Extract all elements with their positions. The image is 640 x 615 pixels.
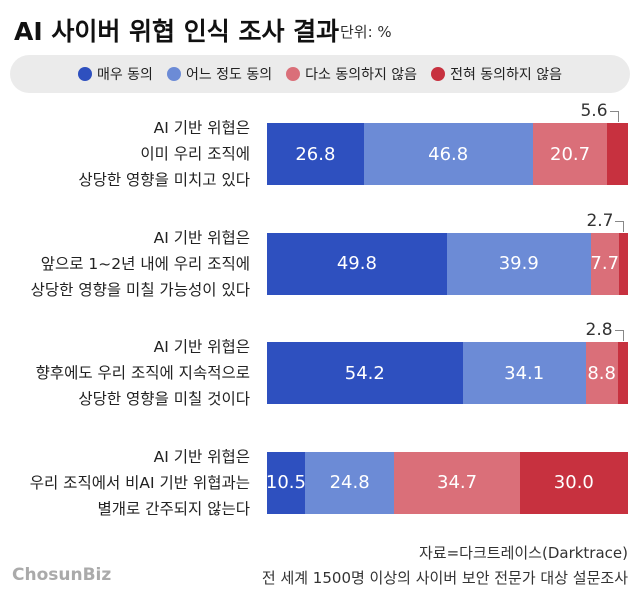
bar: 7.7 (590, 232, 620, 295)
bar: 10.5 (265, 451, 306, 514)
bar: 8.8 (585, 342, 618, 404)
bar: 30.0 (519, 451, 628, 514)
legend: 매우 동의 어느 정도 동의 다소 동의하지 않음 전혀 동의하지 않음 (10, 55, 630, 93)
bar (617, 342, 628, 404)
data-label: 20.7 (550, 143, 591, 165)
data-label: 46.8 (428, 143, 469, 165)
legend-label: 어느 정도 동의 (185, 67, 273, 83)
data-label: 34.7 (437, 472, 478, 493)
data-label: 2.8 (585, 320, 613, 340)
legend-label: 다소 동의하지 않음 (305, 67, 418, 83)
legend-item: 매우 동의 (77, 64, 153, 84)
bar (607, 123, 628, 185)
unit-label: 단위: % (340, 23, 392, 41)
data-label: 54.2 (344, 362, 385, 384)
label-bracket (614, 330, 624, 341)
data-label: 10.5 (265, 472, 306, 493)
bar: 39.9 (446, 232, 591, 295)
data-label: 30.0 (553, 472, 594, 493)
legend-item: 어느 정도 동의 (166, 64, 273, 84)
note: 전 세계 1500명 이상의 사이버 보안 전문가 대상 설문조사 (261, 569, 628, 587)
data-label: 8.8 (587, 362, 616, 384)
bar: 49.8 (267, 232, 447, 295)
bar: 24.8 (304, 451, 395, 514)
legend-item: 다소 동의하지 않음 (286, 64, 417, 84)
legend-label: 매우 동의 (96, 67, 153, 83)
category-label: AI 기반 위협은 우리 조직에서 비AI 기반 위협과는 별개로 간주되지 않… (29, 447, 250, 518)
legend-item: 전혀 동의하지 않음 (431, 64, 562, 84)
bar: 34.7 (394, 451, 520, 514)
data-label: 7.7 (590, 253, 620, 274)
bar: 34.1 (462, 342, 586, 404)
label-bracket (609, 111, 619, 122)
source: 자료=다크트레이스(Darktrace) (419, 544, 628, 562)
data-label: 39.9 (498, 253, 539, 274)
bar: 20.7 (532, 123, 608, 185)
category-label: AI 기반 위협은 앞으로 1~2년 내에 우리 조직에 상당한 영향을 미칠 … (30, 228, 250, 299)
legend-swatch (286, 67, 301, 81)
bar: 46.8 (363, 123, 533, 185)
logo: ChosunBiz (12, 565, 112, 585)
data-label: 2.7 (586, 210, 614, 231)
bar: 26.8 (267, 123, 364, 185)
category-label: AI 기반 위협은 이미 우리 조직에 상당한 영향을 미치고 있다 (78, 119, 250, 189)
bar (618, 232, 629, 295)
chart-title: AI 사이버 위협 인식 조사 결과 (14, 17, 340, 46)
data-label: 26.8 (295, 143, 336, 165)
data-label: 49.8 (336, 253, 377, 274)
category-label: AI 기반 위협은 향후에도 우리 조직에 지속적으로 상당한 영향을 미칠 것… (35, 338, 250, 408)
legend-swatch (77, 67, 92, 81)
legend-swatch (166, 67, 181, 81)
label-bracket (615, 220, 625, 232)
data-label: 34.1 (504, 362, 545, 384)
bar: 54.2 (267, 342, 463, 404)
legend-label: 전혀 동의하지 않음 (450, 67, 563, 83)
data-label: 5.6 (580, 101, 608, 121)
legend-swatch (431, 67, 446, 81)
data-label: 24.8 (329, 472, 370, 493)
